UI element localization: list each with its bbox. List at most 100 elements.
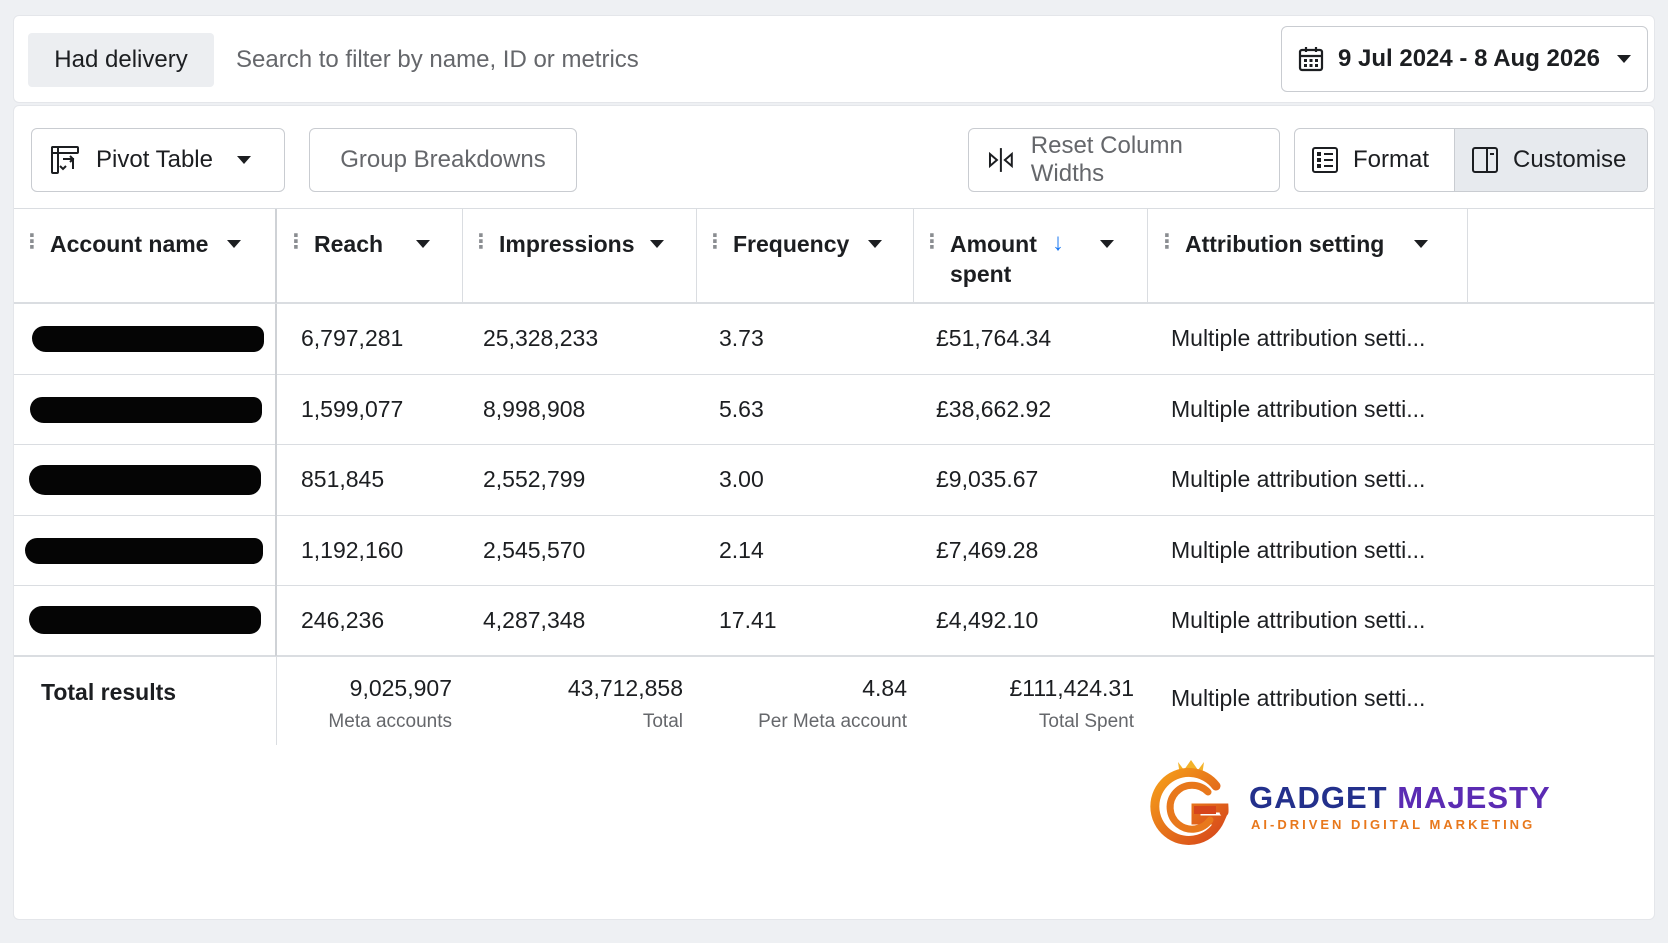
column-header-amount-spent[interactable]: ⋮ Amount spent ↓ bbox=[922, 209, 1142, 303]
drag-handle-icon[interactable]: ⋮ bbox=[922, 231, 942, 253]
report-table: ⋮ Account name ⋮ Reach ⋮ Impressions ⋮ F… bbox=[14, 208, 1654, 749]
column-menu-button[interactable] bbox=[1090, 229, 1124, 259]
pivot-table-button[interactable]: Pivot Table bbox=[31, 128, 285, 192]
drag-handle-icon[interactable]: ⋮ bbox=[705, 231, 725, 253]
column-menu-button[interactable] bbox=[217, 229, 251, 259]
logo-name-part2: MAJESTY bbox=[1397, 780, 1551, 815]
customise-label: Customise bbox=[1513, 146, 1627, 173]
reset-column-widths-label: Reset Column Widths bbox=[1030, 132, 1183, 187]
column-divider bbox=[276, 656, 277, 745]
view-options-group: Format Customise bbox=[1294, 128, 1648, 192]
redacted-account-name bbox=[30, 396, 262, 423]
total-reach-caption: Meta accounts bbox=[328, 710, 452, 732]
had-delivery-label: Had delivery bbox=[54, 46, 188, 73]
sort-descending-icon[interactable]: ↓ bbox=[1052, 229, 1064, 256]
table-row[interactable]: 1,599,077 8,998,908 5.63 £38,662.92 Mult… bbox=[14, 375, 1654, 445]
column-divider[interactable] bbox=[913, 209, 914, 303]
column-divider[interactable] bbox=[1467, 209, 1468, 303]
column-header-reach[interactable]: ⋮ Reach bbox=[286, 209, 462, 303]
redacted-account-name bbox=[29, 465, 261, 495]
column-header-frequency[interactable]: ⋮ Frequency bbox=[705, 209, 910, 303]
date-range-label: 9 Jul 2024 - 8 Aug 2026 bbox=[1338, 45, 1600, 72]
chevron-down-icon bbox=[1100, 240, 1114, 248]
group-breakdowns-label: Group Breakdowns bbox=[340, 146, 546, 173]
drag-handle-icon[interactable]: ⋮ bbox=[286, 231, 306, 253]
column-divider bbox=[275, 304, 277, 656]
format-label: Format bbox=[1353, 146, 1430, 173]
column-menu-button[interactable] bbox=[406, 229, 440, 259]
column-divider[interactable] bbox=[462, 209, 463, 303]
had-delivery-filter-chip[interactable]: Had delivery bbox=[28, 33, 214, 87]
frequency-cell: 2.14 bbox=[719, 536, 764, 563]
column-label: Amount spent bbox=[950, 231, 1037, 287]
column-divider[interactable] bbox=[696, 209, 697, 303]
impressions-cell: 2,552,799 bbox=[483, 466, 586, 493]
amount-spent-cell: £9,035.67 bbox=[936, 466, 1039, 493]
total-frequency-value: 4.84 bbox=[862, 674, 907, 701]
column-divider[interactable] bbox=[1147, 209, 1148, 303]
column-resize-icon bbox=[988, 148, 1013, 172]
impressions-cell: 2,545,570 bbox=[483, 536, 586, 563]
total-frequency-caption: Per Meta account bbox=[758, 710, 907, 732]
redacted-account-name bbox=[25, 537, 263, 564]
total-results-row: Total results 9,025,907 Meta accounts 43… bbox=[14, 656, 1654, 749]
attribution-cell: Multiple attribution setti... bbox=[1171, 536, 1426, 563]
logo-name-part1: GADGET bbox=[1249, 780, 1398, 815]
total-amount-value: £111,424.31 bbox=[1009, 674, 1135, 701]
gadget-majesty-crown-g-logo-icon bbox=[1150, 760, 1229, 845]
total-attribution: Multiple attribution setti... bbox=[1171, 684, 1426, 711]
frequency-cell: 3.00 bbox=[719, 466, 764, 493]
chevron-down-icon bbox=[227, 240, 241, 248]
total-frequency: 4.84 Per Meta account bbox=[758, 673, 907, 737]
chevron-down-icon bbox=[868, 240, 882, 248]
total-amount-caption: Total Spent bbox=[1038, 710, 1134, 732]
chevron-down-icon bbox=[1414, 240, 1428, 248]
reach-cell: 1,599,077 bbox=[301, 395, 404, 422]
frequency-cell: 3.73 bbox=[719, 325, 764, 352]
table-body: 6,797,281 25,328,233 3.73 £51,764.34 Mul… bbox=[14, 304, 1654, 657]
attribution-cell: Multiple attribution setti... bbox=[1171, 466, 1426, 493]
chevron-down-icon bbox=[1617, 55, 1631, 63]
total-impressions: 43,712,858 Total bbox=[568, 673, 683, 737]
column-menu-button[interactable] bbox=[640, 229, 674, 259]
drag-handle-icon[interactable]: ⋮ bbox=[22, 231, 42, 253]
reach-cell: 246,236 bbox=[301, 606, 385, 633]
table-row[interactable]: 1,192,160 2,545,570 2.14 £7,469.28 Multi… bbox=[14, 516, 1654, 586]
column-header-account-name[interactable]: ⋮ Account name bbox=[22, 209, 276, 303]
reach-cell: 6,797,281 bbox=[301, 325, 404, 352]
frequency-cell: 17.41 bbox=[719, 606, 777, 633]
table-row[interactable]: 851,845 2,552,799 3.00 £9,035.67 Multipl… bbox=[14, 445, 1654, 516]
search-input[interactable] bbox=[236, 38, 936, 82]
reach-cell: 851,845 bbox=[301, 466, 385, 493]
customise-columns-icon bbox=[1472, 147, 1498, 173]
column-label: Reach bbox=[314, 231, 384, 257]
format-button[interactable]: Format bbox=[1295, 129, 1455, 191]
column-header-attribution-setting[interactable]: ⋮ Attribution setting bbox=[1157, 209, 1462, 303]
group-breakdowns-button[interactable]: Group Breakdowns bbox=[309, 128, 577, 192]
date-range-picker[interactable]: 9 Jul 2024 - 8 Aug 2026 bbox=[1281, 26, 1648, 92]
table-row[interactable]: 246,236 4,287,348 17.41 £4,492.10 Multip… bbox=[14, 586, 1654, 657]
format-icon bbox=[1312, 147, 1338, 173]
total-impressions-value: 43,712,858 bbox=[567, 674, 683, 701]
reset-column-widths-button[interactable]: Reset Column Widths bbox=[968, 128, 1280, 192]
total-reach-value: 9,025,907 bbox=[349, 674, 452, 701]
column-divider[interactable] bbox=[275, 209, 277, 303]
drag-handle-icon[interactable]: ⋮ bbox=[1157, 231, 1177, 253]
filter-bar: Had delivery 9 Jul 2024 - 8 Aug 2026 bbox=[13, 15, 1655, 103]
column-menu-button[interactable] bbox=[1404, 229, 1438, 259]
total-reach: 9,025,907 Meta accounts bbox=[328, 673, 452, 737]
pivot-table-icon bbox=[51, 146, 79, 174]
impressions-cell: 4,287,348 bbox=[483, 606, 586, 633]
gadget-majesty-logo: GADGET MAJESTY AI-DRIVEN DIGITAL MARKETI… bbox=[1146, 754, 1550, 854]
column-menu-button[interactable] bbox=[858, 229, 892, 259]
drag-handle-icon[interactable]: ⋮ bbox=[471, 231, 491, 253]
pivot-table-label: Pivot Table bbox=[96, 146, 213, 173]
impressions-cell: 25,328,233 bbox=[483, 325, 599, 352]
customise-button[interactable]: Customise bbox=[1455, 129, 1647, 191]
table-header: ⋮ Account name ⋮ Reach ⋮ Impressions ⋮ F… bbox=[14, 208, 1654, 304]
calendar-icon bbox=[1298, 47, 1324, 72]
redacted-account-name bbox=[29, 606, 261, 634]
column-header-impressions[interactable]: ⋮ Impressions bbox=[471, 209, 691, 303]
table-row[interactable]: 6,797,281 25,328,233 3.73 £51,764.34 Mul… bbox=[14, 304, 1654, 375]
amount-spent-cell: £7,469.28 bbox=[936, 536, 1039, 563]
